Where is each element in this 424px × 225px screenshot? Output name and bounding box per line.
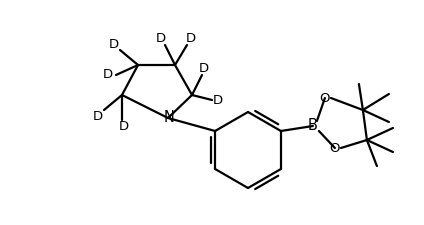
Text: D: D [156, 32, 166, 45]
Text: D: D [103, 68, 113, 81]
Text: D: D [109, 38, 119, 50]
Text: D: D [199, 63, 209, 76]
Text: D: D [93, 110, 103, 122]
Text: O: O [320, 92, 330, 104]
Text: B: B [308, 119, 318, 133]
Text: D: D [213, 94, 223, 106]
Text: D: D [119, 119, 129, 133]
Text: N: N [164, 110, 174, 126]
Text: D: D [186, 32, 196, 45]
Text: O: O [329, 142, 340, 155]
